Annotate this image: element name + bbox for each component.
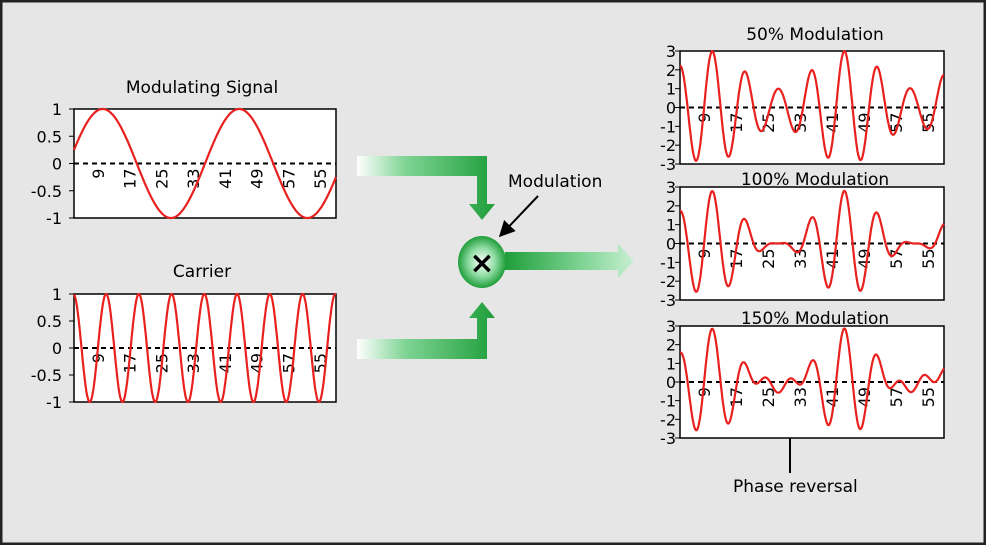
x-tick-label: 49 [855,387,874,407]
x-tick-label: 41 [823,113,842,133]
y-tick-label: -0.5 [31,366,62,385]
x-tick-label: 9 [89,353,108,363]
chart-title: Carrier [173,262,231,282]
output-arrow [505,244,634,278]
x-tick-label: 57 [887,387,906,407]
y-tick-label: 1 [52,285,62,304]
y-tick-label: -0.5 [31,182,62,201]
x-tick-label: 41 [216,169,235,189]
x-tick-label: 9 [695,387,714,397]
y-tick-label: -2 [660,410,676,429]
wave-series [679,49,945,162]
x-tick-label: 57 [887,113,906,133]
x-tick-label: 57 [279,353,298,373]
x-tick-label: 9 [695,249,714,259]
x-tick-label: 33 [184,169,203,189]
phase-reversal-label: Phase reversal [733,477,858,497]
chart-title: 150% Modulation [741,309,889,329]
y-tick-label: 2 [666,61,676,80]
y-tick-label: -2 [660,272,676,291]
y-tick-label: 0.5 [37,312,62,331]
input-arrow-bottom [357,302,495,359]
x-tick-label: 25 [759,249,778,269]
wave-series [679,189,945,293]
x-tick-label: 57 [887,249,906,269]
x-tick-label: 57 [279,169,298,189]
chart-title: 50% Modulation [746,25,884,45]
multiplier-node: × [458,236,506,288]
y-tick-label: 0 [52,339,62,358]
x-tick-label: 49 [248,353,267,373]
x-tick-label: 49 [248,169,267,189]
x-tick-label: 9 [695,113,714,123]
x-tick-label: 17 [727,113,746,133]
y-tick-label: -3 [660,291,676,310]
y-tick-label: -1 [46,393,62,412]
x-tick-label: 49 [855,113,874,133]
y-tick-label: 1 [666,80,676,99]
y-tick-label: 2 [666,336,676,355]
x-tick-label: 55 [919,387,938,407]
flow-arrows [357,156,634,359]
wave-series [73,292,337,404]
y-tick-label: 1 [666,354,676,373]
x-tick-label: 41 [823,387,842,407]
y-tick-label: 0 [52,155,62,174]
y-tick-label: -1 [46,209,62,228]
x-tick-label: 49 [855,249,874,269]
y-tick-label: 0 [666,235,676,254]
y-tick-label: -3 [660,429,676,448]
wave-series [679,327,945,432]
y-tick-label: 3 [666,42,676,61]
x-tick-label: 25 [152,169,171,189]
y-tick-label: 0 [666,373,676,392]
x-tick-label: 41 [823,249,842,269]
x-tick-label: 17 [727,249,746,269]
y-tick-label: 3 [666,317,676,336]
y-tick-label: -2 [660,136,676,155]
x-tick-label: 41 [216,353,235,373]
x-tick-label: 25 [759,387,778,407]
x-tick-label: 17 [727,387,746,407]
y-tick-label: -1 [660,392,676,411]
wave-series [73,107,337,220]
x-tick-label: 9 [89,169,108,179]
modulation-pointer [498,195,539,238]
y-tick-label: -3 [660,155,676,174]
y-tick-label: 3 [666,178,676,197]
x-tick-label: 33 [791,387,810,407]
x-tick-label: 55 [311,169,330,189]
modulation-label: Modulation [508,172,602,192]
multiply-icon: × [469,246,494,281]
chart-title: 100% Modulation [741,170,889,190]
x-tick-label: 33 [791,249,810,269]
input-arrow-top [357,156,495,220]
chart-mod: Modulating Signal 1 0.5 0 -0.5 -1 9 17 25 33 41 49 5… [31,78,337,228]
y-tick-label: 1 [666,216,676,235]
y-tick-label: 0.5 [37,127,62,146]
y-tick-label: -1 [660,117,676,136]
x-tick-label: 17 [121,169,140,189]
y-tick-label: 2 [666,197,676,216]
y-tick-label: 1 [52,100,62,119]
y-tick-label: 0 [666,99,676,118]
chart-title: Modulating Signal [126,78,278,98]
x-tick-label: 55 [919,249,938,269]
y-tick-label: -1 [660,253,676,272]
